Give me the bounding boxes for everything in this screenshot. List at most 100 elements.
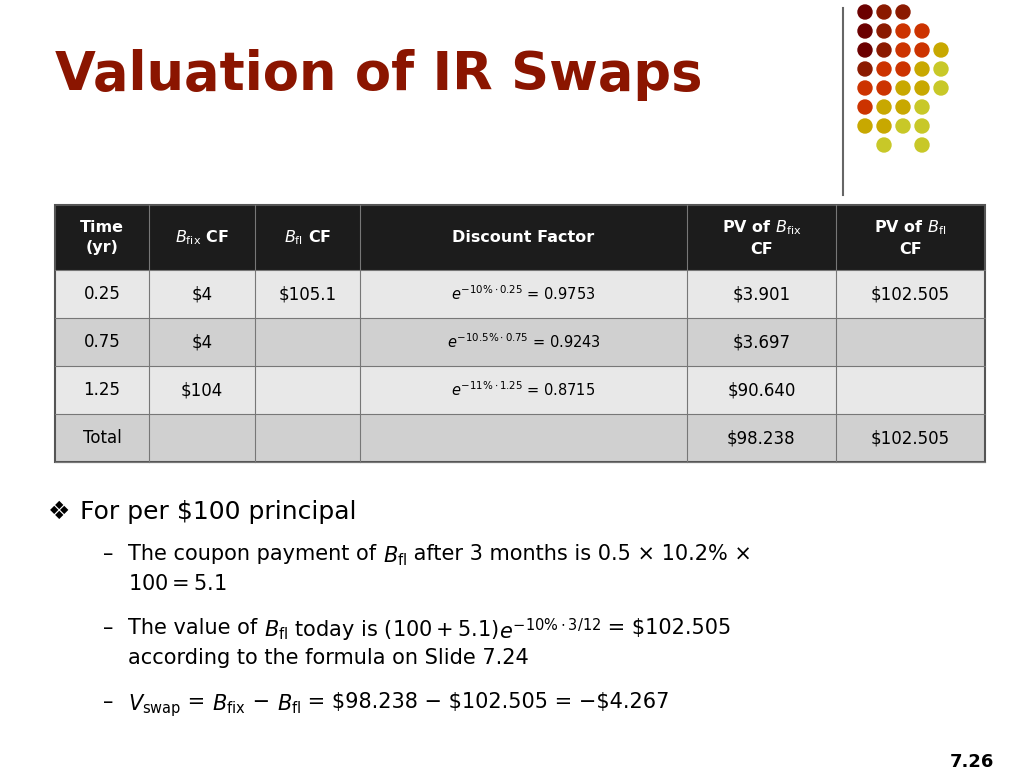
Bar: [360, 366, 687, 414]
Text: $100 = $5.1: $100 = $5.1: [128, 574, 226, 594]
Text: $B_\mathrm{fix}$ CF: $B_\mathrm{fix}$ CF: [175, 228, 228, 247]
Circle shape: [858, 62, 872, 76]
Bar: [55, 366, 150, 414]
Text: Time
(yr): Time (yr): [80, 220, 124, 255]
Circle shape: [915, 81, 929, 95]
Circle shape: [858, 119, 872, 133]
Bar: [55, 205, 150, 270]
Bar: [687, 414, 836, 462]
Text: $B_\mathrm{fl}$ CF: $B_\mathrm{fl}$ CF: [284, 228, 331, 247]
Circle shape: [877, 81, 891, 95]
Bar: [360, 205, 687, 270]
Bar: [55, 205, 985, 462]
Circle shape: [896, 24, 910, 38]
Bar: [360, 318, 687, 366]
Bar: [150, 366, 255, 414]
Text: 1.25: 1.25: [84, 381, 121, 399]
Text: $102.505: $102.505: [870, 285, 950, 303]
Circle shape: [877, 100, 891, 114]
Bar: [687, 366, 836, 414]
Bar: [255, 318, 360, 366]
Bar: [150, 414, 255, 462]
Text: –: –: [103, 692, 114, 712]
Text: Discount Factor: Discount Factor: [453, 230, 595, 245]
Circle shape: [896, 62, 910, 76]
Text: $98.238: $98.238: [727, 429, 796, 447]
Circle shape: [877, 5, 891, 19]
Text: $90.640: $90.640: [727, 381, 796, 399]
Text: =: =: [181, 692, 212, 712]
Text: = $102.505: = $102.505: [601, 618, 732, 638]
Circle shape: [896, 43, 910, 57]
Text: –: –: [103, 618, 114, 638]
Text: $e^{-10\%\cdot3/12}$: $e^{-10\%\cdot3/12}$: [500, 618, 601, 644]
Bar: [687, 318, 836, 366]
Text: PV of $B_\mathrm{fl}$
CF: PV of $B_\mathrm{fl}$ CF: [874, 218, 946, 257]
Bar: [255, 205, 360, 270]
Circle shape: [915, 24, 929, 38]
Text: $3.901: $3.901: [732, 285, 791, 303]
Circle shape: [915, 43, 929, 57]
Circle shape: [934, 81, 948, 95]
Text: −: −: [246, 692, 276, 712]
Bar: [836, 414, 985, 462]
Bar: [255, 414, 360, 462]
Bar: [836, 318, 985, 366]
Text: = $98.238 − $102.505 = −$4.267: = $98.238 − $102.505 = −$4.267: [301, 692, 670, 712]
Circle shape: [877, 119, 891, 133]
Bar: [255, 366, 360, 414]
Text: For per $100 principal: For per $100 principal: [80, 500, 356, 524]
Circle shape: [877, 43, 891, 57]
Circle shape: [896, 81, 910, 95]
Bar: [687, 270, 836, 318]
Circle shape: [858, 24, 872, 38]
Bar: [150, 205, 255, 270]
Bar: [150, 318, 255, 366]
Circle shape: [896, 100, 910, 114]
Bar: [55, 318, 150, 366]
Circle shape: [877, 24, 891, 38]
Text: The coupon payment of: The coupon payment of: [128, 544, 383, 564]
Bar: [55, 270, 150, 318]
Circle shape: [915, 119, 929, 133]
Text: 0.75: 0.75: [84, 333, 121, 351]
Bar: [255, 270, 360, 318]
Circle shape: [896, 5, 910, 19]
Text: according to the formula on Slide 7.24: according to the formula on Slide 7.24: [128, 648, 528, 668]
Bar: [836, 270, 985, 318]
Text: $B_{\mathrm{fix}}$: $B_{\mathrm{fix}}$: [212, 692, 246, 716]
Bar: [836, 366, 985, 414]
Circle shape: [934, 43, 948, 57]
Circle shape: [877, 138, 891, 152]
Circle shape: [858, 43, 872, 57]
Text: 7.26: 7.26: [949, 753, 994, 768]
Text: PV of $B_\mathrm{fix}$
CF: PV of $B_\mathrm{fix}$ CF: [722, 218, 801, 257]
Circle shape: [858, 100, 872, 114]
Bar: [360, 414, 687, 462]
Circle shape: [915, 62, 929, 76]
Text: today is ($100 + $5.1): today is ($100 + $5.1): [288, 618, 500, 642]
Bar: [836, 205, 985, 270]
Circle shape: [934, 62, 948, 76]
Text: $105.1: $105.1: [279, 285, 336, 303]
Circle shape: [915, 138, 929, 152]
Circle shape: [858, 5, 872, 19]
Text: 0.25: 0.25: [84, 285, 121, 303]
Text: $3.697: $3.697: [732, 333, 791, 351]
Circle shape: [877, 62, 891, 76]
Bar: [360, 270, 687, 318]
Text: $B_{\mathrm{fl}}$: $B_{\mathrm{fl}}$: [264, 618, 288, 641]
Bar: [55, 414, 150, 462]
Text: Valuation of IR Swaps: Valuation of IR Swaps: [55, 49, 702, 101]
Text: $e^{-10\%\cdot0.25}$ = 0.9753: $e^{-10\%\cdot0.25}$ = 0.9753: [452, 285, 596, 303]
Text: $4: $4: [191, 285, 212, 303]
Text: ❖: ❖: [48, 500, 71, 524]
Text: after 3 months is 0.5 × 10.2% ×: after 3 months is 0.5 × 10.2% ×: [407, 544, 752, 564]
Text: $V_{\mathrm{swap}}$: $V_{\mathrm{swap}}$: [128, 692, 181, 719]
Circle shape: [915, 100, 929, 114]
Text: $e^{-10.5\%\cdot0.75}$ = 0.9243: $e^{-10.5\%\cdot0.75}$ = 0.9243: [446, 333, 600, 351]
Text: –: –: [103, 544, 114, 564]
Text: $e^{-11\%\cdot1.25}$ = 0.8715: $e^{-11\%\cdot1.25}$ = 0.8715: [452, 381, 596, 399]
Text: $4: $4: [191, 333, 212, 351]
Text: $104: $104: [180, 381, 223, 399]
